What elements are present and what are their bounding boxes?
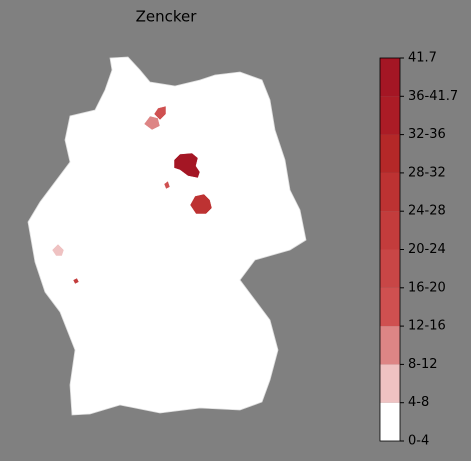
colorbar-bin xyxy=(380,326,400,365)
region xyxy=(143,115,161,131)
colorbar-bin xyxy=(380,211,400,250)
colorbar-bin xyxy=(380,96,400,135)
colorbar-tick-label: 32-36 xyxy=(408,127,446,142)
region xyxy=(173,152,201,179)
region xyxy=(189,193,213,215)
colorbar-bin xyxy=(380,364,400,403)
region xyxy=(153,105,167,121)
colorbar-tick-label: 41.7 xyxy=(408,51,437,66)
colorbar-bin xyxy=(380,402,400,441)
colorbar-tick-label: 16-20 xyxy=(408,280,446,295)
colorbar-bin xyxy=(380,172,400,212)
colorbar-tick-label: 8-12 xyxy=(408,357,438,372)
colorbar-tick-label: 4-8 xyxy=(408,395,429,410)
country-outline xyxy=(27,56,307,416)
colorbar-bin xyxy=(380,249,400,288)
colorbar-tick-label: 0-4 xyxy=(408,434,429,449)
region xyxy=(51,243,65,257)
region xyxy=(163,180,171,190)
colorbar-bin xyxy=(380,287,400,327)
colorbar-tick-label: 28-32 xyxy=(408,165,446,180)
colorbar-bin xyxy=(380,134,400,173)
colorbar-bin xyxy=(380,58,400,97)
map-title: Zencker xyxy=(136,8,198,26)
colorbar-tick-label: 36-41.7 xyxy=(408,89,458,104)
colorbar-tick-label: 20-24 xyxy=(408,242,446,257)
colorbar-tick-label: 24-28 xyxy=(408,204,446,219)
colorbar-tick-label: 12-16 xyxy=(408,319,446,334)
region xyxy=(72,277,80,285)
